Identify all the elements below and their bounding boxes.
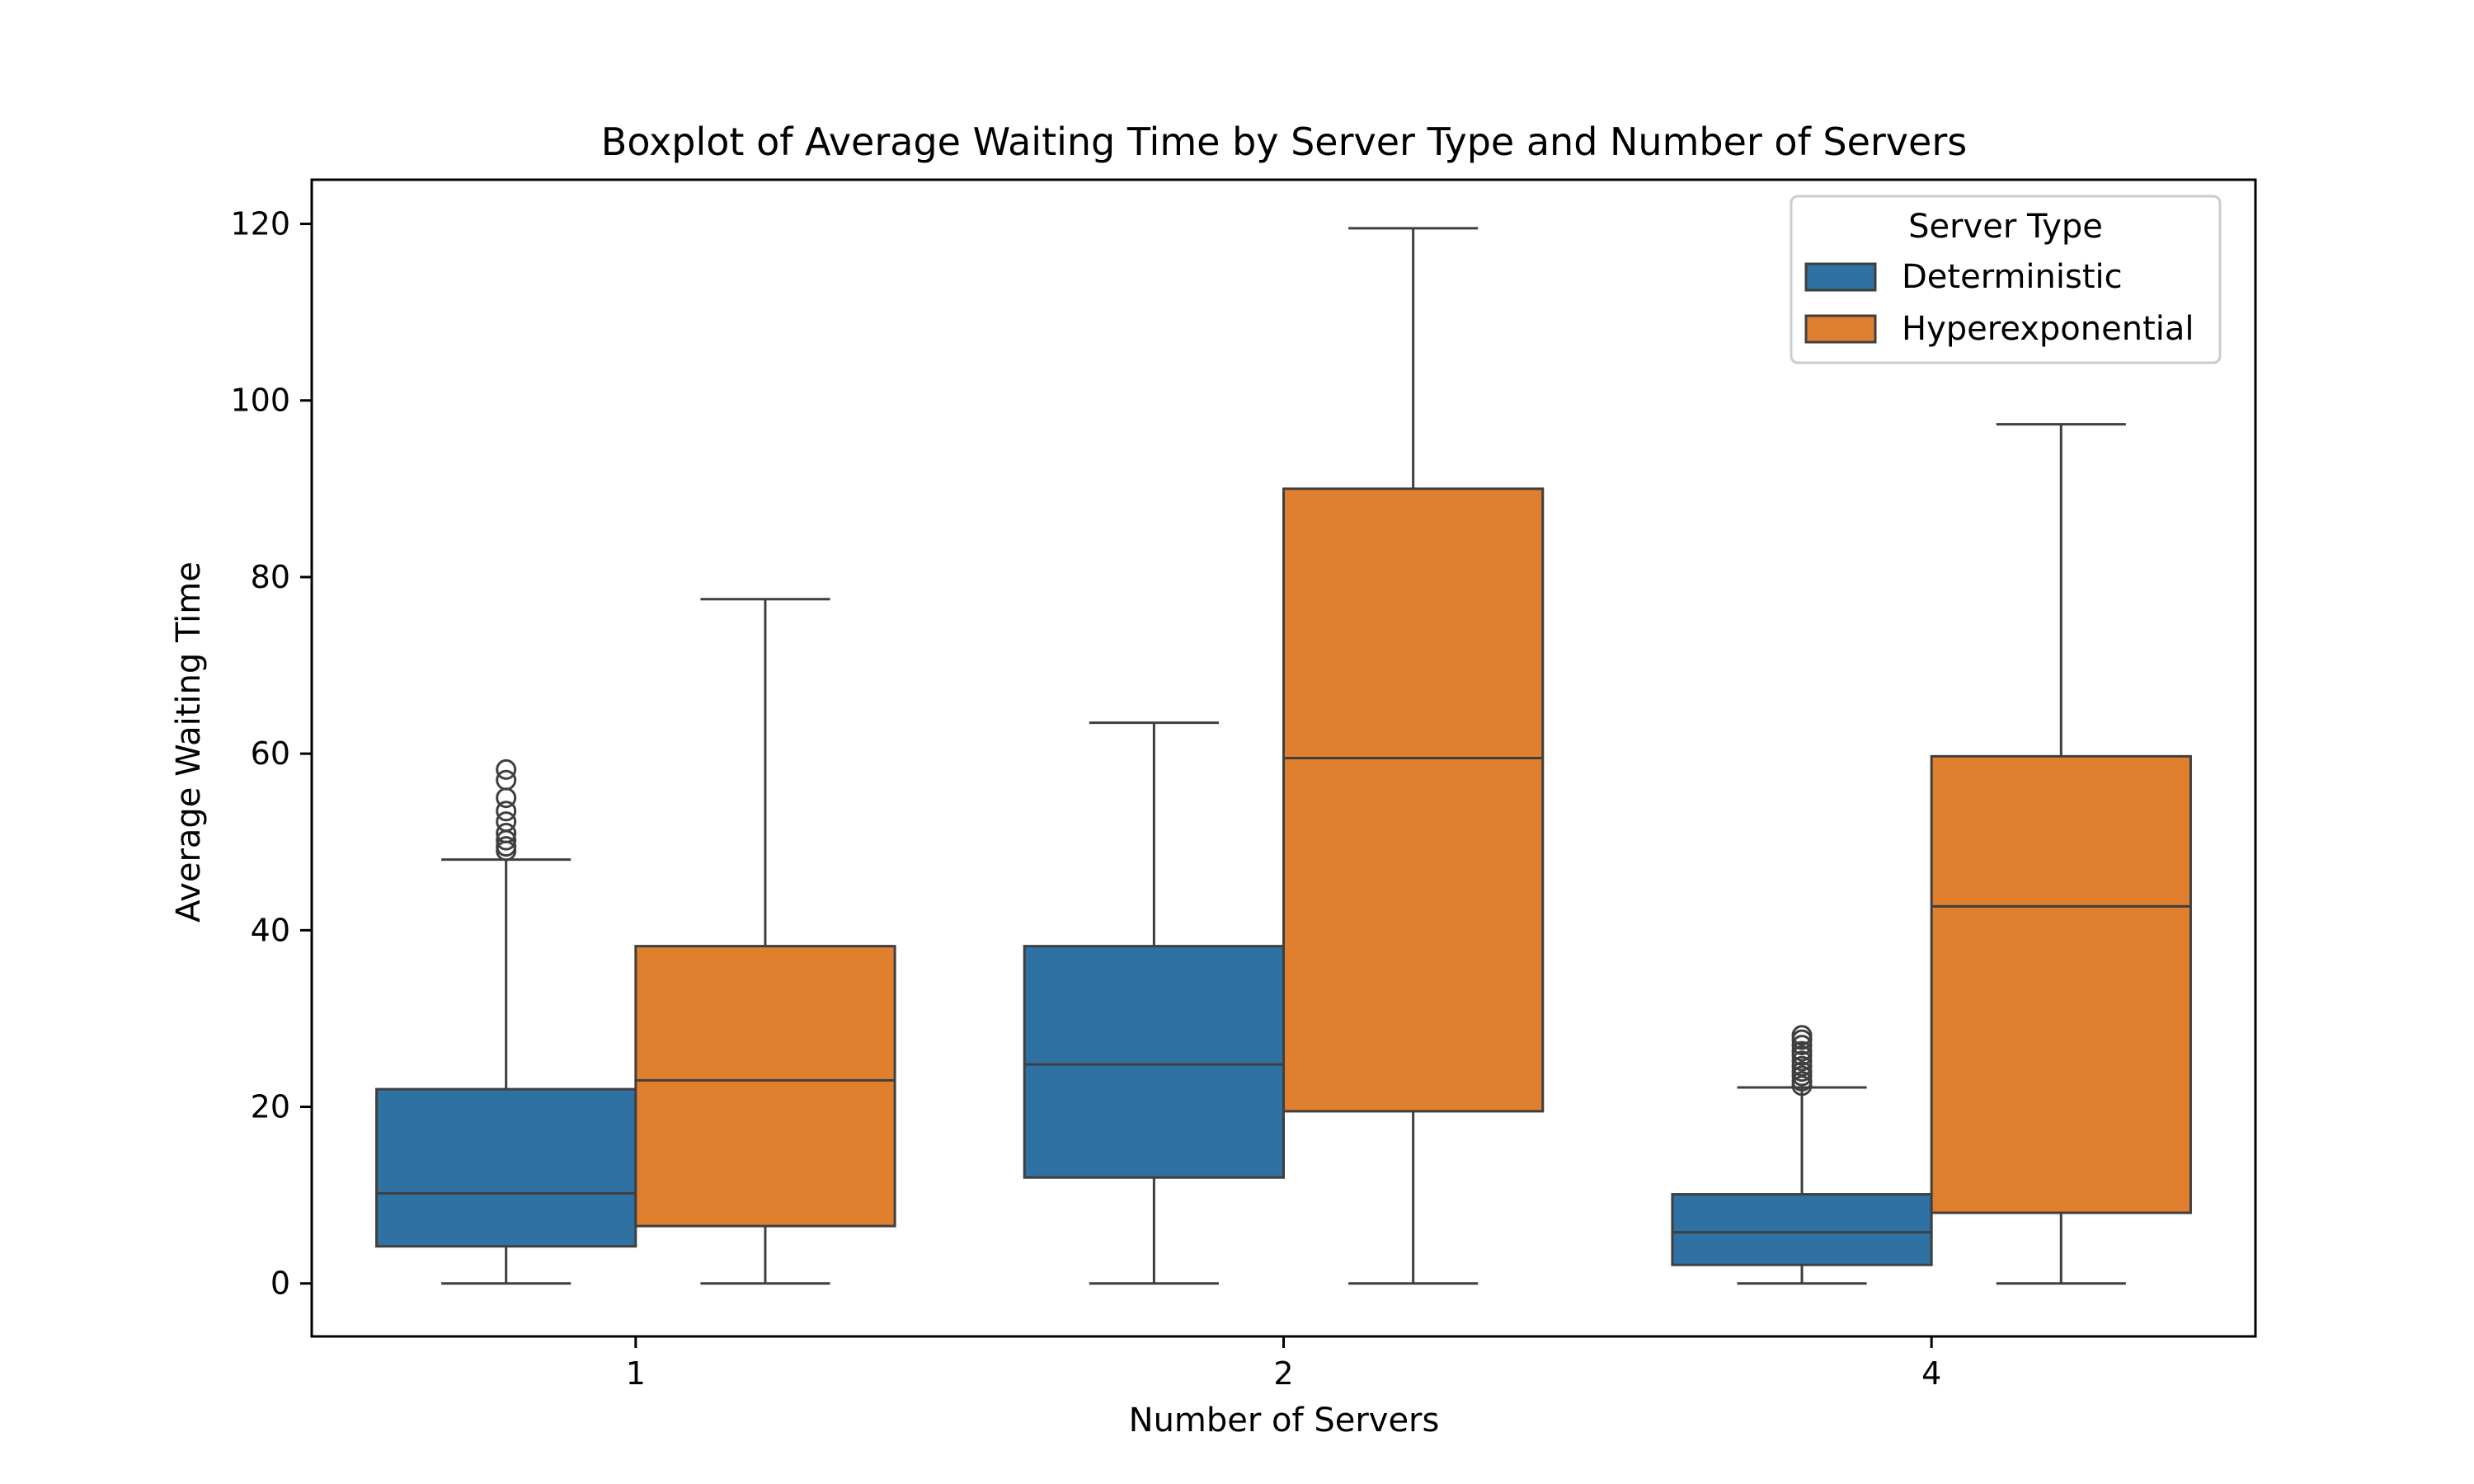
box (375, 1087, 637, 1248)
legend-label: Hyperexponential (1902, 310, 2194, 348)
box-group (1023, 721, 1285, 1285)
box (1282, 487, 1545, 1113)
y-tick-label: 80 (251, 559, 290, 595)
outlier-point (496, 769, 517, 791)
outlier-point (496, 758, 517, 780)
x-tick-label: 4 (1921, 1355, 1941, 1392)
outlier-point (1791, 1050, 1813, 1072)
outlier-point (1791, 1070, 1813, 1092)
outlier-point (1791, 1040, 1813, 1062)
box (1930, 754, 2192, 1214)
box (634, 945, 896, 1228)
chart-title: Boxplot of Average Waiting Time by Serve… (601, 120, 1967, 164)
y-tick-label: 60 (251, 735, 290, 772)
box-group (1930, 423, 2192, 1285)
box-group (1282, 227, 1545, 1285)
plot-area (375, 227, 2192, 1285)
outlier-point (1791, 1061, 1813, 1082)
legend-label: Deterministic (1902, 258, 2123, 296)
y-axis-label: Average Waiting Time (170, 561, 208, 923)
y-tick-label: 100 (230, 383, 290, 419)
box-group (634, 598, 896, 1285)
y-tick-label: 20 (251, 1089, 290, 1125)
legend-swatch (1804, 262, 1877, 292)
outlier-point (496, 836, 517, 857)
outlier-point (1791, 1035, 1813, 1056)
outlier-point (1791, 1055, 1813, 1077)
legend-box (1790, 195, 2222, 364)
x-tick-label: 2 (1273, 1355, 1293, 1392)
legend-title: Server Type (1908, 208, 2103, 246)
box-group (375, 758, 637, 1285)
box (1671, 1193, 1933, 1266)
outlier-point (496, 801, 517, 822)
x-tick-label: 1 (626, 1355, 646, 1392)
y-tick-label: 0 (270, 1266, 290, 1302)
box-group (1671, 1025, 1933, 1285)
outlier-point (496, 811, 517, 833)
y-tick-label: 120 (230, 206, 290, 242)
legend-swatch (1804, 314, 1877, 344)
box (1023, 945, 1285, 1179)
outlier-point (496, 823, 517, 844)
outlier-point (1791, 1025, 1813, 1046)
x-axis-label: Number of Servers (1129, 1402, 1440, 1439)
y-tick-label: 40 (251, 912, 290, 948)
axes: 0 20 40 60 80 100 120 1 2 4 (230, 178, 2257, 1392)
legend: Server Type Deterministic Hyperexponential (1790, 195, 2222, 364)
